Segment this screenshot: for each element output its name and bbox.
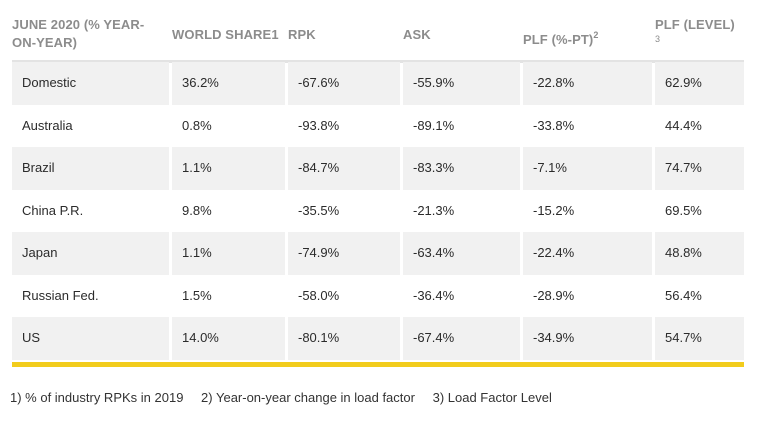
cell-background [12, 147, 169, 190]
cell-rpk: -74.9% [298, 245, 340, 260]
cell-background [12, 62, 169, 105]
column-header-plf-pt-sup: 2 [593, 30, 599, 40]
cell-background [172, 317, 285, 360]
cell-background [523, 62, 652, 105]
column-header-plf-pt: PLF (%-PT)2 [523, 26, 598, 49]
cell-plf-pt: -34.9% [533, 330, 575, 345]
cell-region: Russian Fed. [22, 287, 99, 303]
cell-plf-pt: -33.8% [533, 117, 575, 133]
cell-plf-pt: -22.4% [533, 245, 575, 260]
column-header-world-share: WORLD SHARE1 [172, 27, 279, 42]
cell-background [655, 232, 744, 275]
cell-plf-level: 62.9% [665, 75, 702, 90]
cell-background [172, 232, 285, 275]
cell-world-share: 36.2% [182, 75, 219, 90]
cell-ask: -67.4% [413, 330, 455, 345]
cell-rpk: -80.1% [298, 330, 340, 345]
table-body: Domestic 36.2% -67.6% -55.9% -22.8% 62.9% Aust… [12, 62, 744, 360]
footnote-1: 1) % of industry RPKs in 2019 [10, 390, 184, 405]
cell-background [655, 147, 744, 190]
cell-world-share: 14.0% [182, 330, 219, 345]
column-header-period-line1: JUNE 2020 (% YEAR- [12, 17, 145, 32]
cell-region: Brazil [22, 160, 55, 175]
cell-plf-level: 48.8% [665, 245, 702, 260]
column-header-plf-level-note: 3 [655, 34, 661, 44]
cell-plf-pt: -22.8% [533, 75, 575, 90]
cell-rpk: -84.7% [298, 160, 340, 175]
cell-background [523, 317, 652, 360]
table-row: Brazil 1.1% -84.7% -83.3% -7.1% 74.7% [12, 147, 744, 190]
cell-background [288, 232, 400, 275]
table-header-row: JUNE 2020 (% YEAR- ON-YEAR) WORLD SHARE1… [12, 12, 744, 60]
column-header-period: JUNE 2020 (% YEAR- ON-YEAR) [12, 16, 162, 52]
data-table: JUNE 2020 (% YEAR- ON-YEAR) WORLD SHARE1… [12, 12, 744, 367]
cell-plf-level: 56.4% [665, 287, 702, 303]
cell-background [523, 232, 652, 275]
cell-background [288, 62, 400, 105]
cell-world-share: 1.5% [182, 287, 212, 303]
table-row: Russian Fed. 1.5% -58.0% -36.4% -28.9% 56.4% [12, 275, 744, 318]
footnote-2: 2) Year-on-year change in load factor [201, 390, 415, 405]
cell-world-share: 0.8% [182, 117, 212, 133]
column-header-plf-level-label: PLF (LEVEL) [655, 17, 735, 32]
cell-rpk: -93.8% [298, 117, 340, 133]
cell-background [655, 317, 744, 360]
cell-ask: -63.4% [413, 245, 455, 260]
cell-world-share: 9.8% [182, 202, 212, 218]
table-row: Australia 0.8% -93.8% -89.1% -33.8% 44.4% [12, 105, 744, 148]
header-divider [12, 60, 744, 63]
cell-ask: -83.3% [413, 160, 455, 175]
cell-world-share: 1.1% [182, 160, 212, 175]
cell-ask: -89.1% [413, 117, 455, 133]
cell-rpk: -67.6% [298, 75, 340, 90]
cell-region: Domestic [22, 75, 77, 90]
cell-background [12, 232, 169, 275]
cell-background [403, 317, 520, 360]
table-row: Domestic 36.2% -67.6% -55.9% -22.8% 62.9% [12, 62, 744, 105]
table-bottom-accent-rule [12, 362, 744, 367]
cell-plf-pt: -7.1% [533, 160, 567, 175]
cell-plf-pt: -15.2% [533, 202, 575, 218]
cell-ask: -36.4% [413, 287, 455, 303]
cell-plf-level: 54.7% [665, 330, 702, 345]
cell-background [403, 232, 520, 275]
cell-region: Japan [22, 245, 58, 260]
cell-rpk: -58.0% [298, 287, 340, 303]
column-header-plf-level: PLF (LEVEL) 3 [655, 16, 735, 44]
table-row: Japan 1.1% -74.9% -63.4% -22.4% 48.8% [12, 232, 744, 275]
column-header-period-line2: ON-YEAR) [12, 35, 78, 50]
cell-plf-level: 44.4% [665, 117, 702, 133]
cell-plf-level: 74.7% [665, 160, 702, 175]
cell-region: US [22, 330, 41, 345]
table-row: China P.R. 9.8% -35.5% -21.3% -15.2% 69.5% [12, 190, 744, 233]
cell-background [288, 147, 400, 190]
cell-ask: -55.9% [413, 75, 455, 90]
cell-background [172, 147, 285, 190]
cell-ask: -21.3% [413, 202, 455, 218]
column-header-plf-pt-label: PLF (%-PT) [523, 32, 594, 47]
cell-background [12, 317, 169, 360]
table-row: US 14.0% -80.1% -67.4% -34.9% 54.7% [12, 317, 744, 360]
cell-region: Australia [22, 117, 73, 133]
cell-background [655, 62, 744, 105]
cell-background [288, 317, 400, 360]
cell-background [403, 147, 520, 190]
cell-background [523, 147, 652, 190]
column-header-rpk: RPK [288, 27, 316, 42]
cell-plf-level: 69.5% [665, 202, 702, 218]
cell-plf-pt: -28.9% [533, 287, 575, 303]
cell-rpk: -35.5% [298, 202, 340, 218]
cell-background [172, 62, 285, 105]
cell-background [403, 62, 520, 105]
column-header-ask: ASK [403, 27, 431, 42]
footnote-3: 3) Load Factor Level [432, 390, 552, 405]
footnotes: 1) % of industry RPKs in 2019 2) Year-on… [10, 390, 566, 405]
cell-region: China P.R. [22, 202, 84, 218]
cell-world-share: 1.1% [182, 245, 212, 260]
